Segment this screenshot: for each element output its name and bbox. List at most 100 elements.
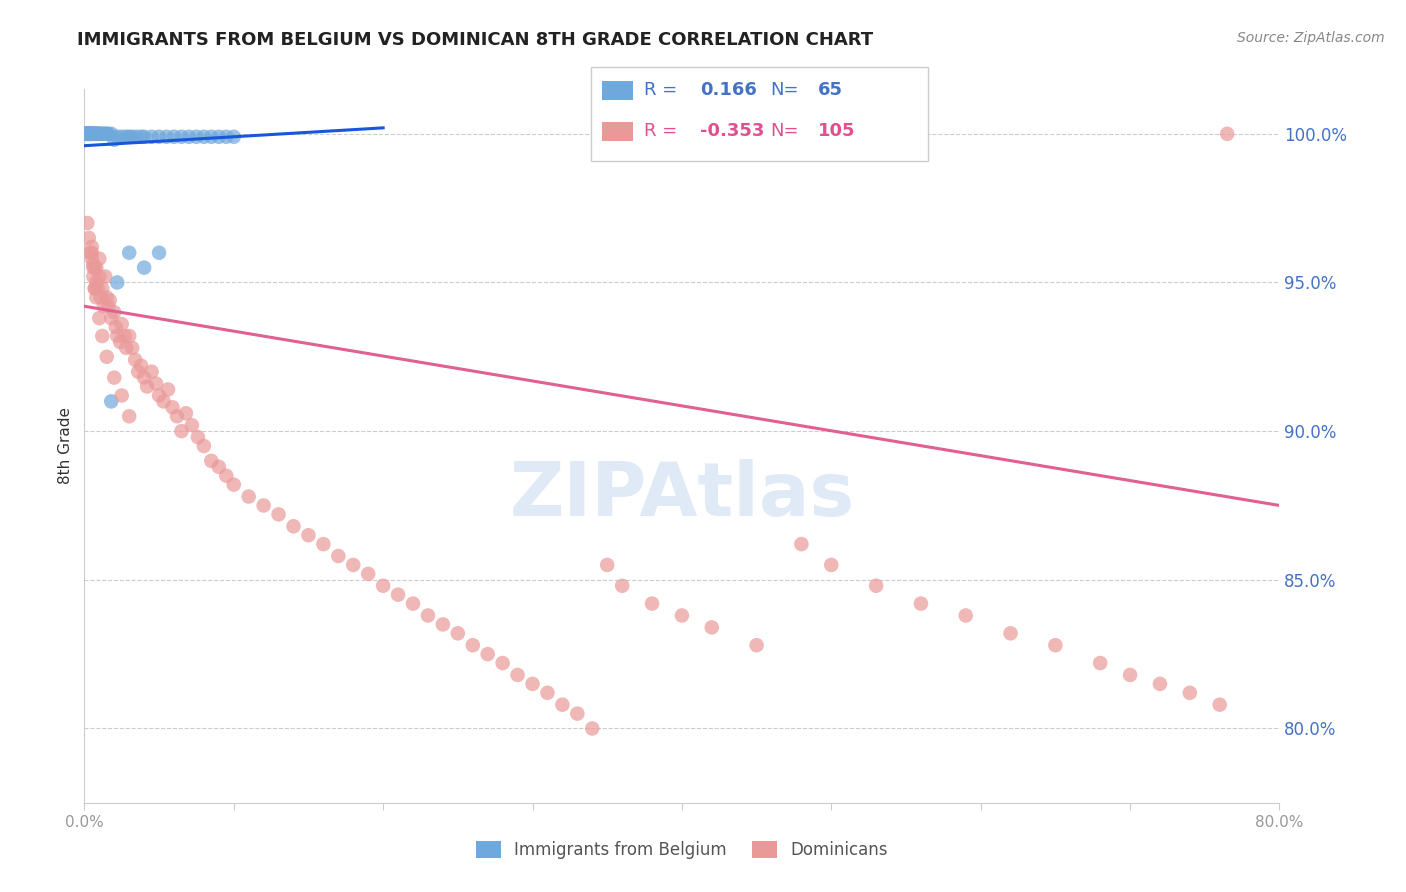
Point — [170, 129, 193, 144]
Point — [200, 129, 222, 144]
Point — [132, 129, 156, 144]
Point — [86, 127, 108, 141]
Point — [80, 127, 103, 141]
Point — [567, 706, 589, 721]
Point — [76, 127, 98, 141]
Point — [148, 245, 170, 260]
Point — [89, 311, 111, 326]
Point — [103, 133, 125, 147]
Point — [80, 240, 103, 254]
Point — [75, 127, 97, 141]
Point — [77, 231, 100, 245]
Point — [97, 299, 120, 313]
Point — [124, 352, 146, 367]
Point — [80, 127, 103, 141]
Point — [83, 127, 105, 141]
Point — [193, 439, 215, 453]
Point — [187, 430, 209, 444]
Point — [121, 129, 143, 144]
Y-axis label: 8th Grade: 8th Grade — [58, 408, 73, 484]
Point — [222, 129, 245, 144]
Point — [297, 528, 319, 542]
Point — [100, 311, 122, 326]
Point — [163, 129, 186, 144]
Point — [94, 127, 117, 141]
Point — [111, 317, 134, 331]
Point — [98, 293, 121, 308]
Point — [105, 329, 128, 343]
Point — [581, 722, 603, 736]
Point — [100, 394, 122, 409]
Point — [80, 245, 103, 260]
Point — [745, 638, 768, 652]
Point — [155, 129, 177, 144]
Point — [103, 305, 125, 319]
Point — [82, 258, 104, 272]
Point — [100, 127, 122, 141]
Point — [96, 290, 118, 304]
Point — [86, 127, 108, 141]
Point — [91, 281, 114, 295]
Text: N=: N= — [770, 80, 799, 98]
Point — [910, 597, 932, 611]
Point — [82, 260, 104, 275]
Point — [208, 459, 231, 474]
Point — [267, 508, 290, 522]
Point — [283, 519, 305, 533]
Point — [477, 647, 499, 661]
Point — [671, 608, 693, 623]
Point — [79, 245, 101, 260]
Point — [177, 129, 200, 144]
Point — [76, 127, 98, 141]
Point — [83, 281, 105, 295]
Point — [387, 588, 409, 602]
Point — [222, 477, 245, 491]
Point — [89, 127, 111, 141]
Point — [79, 127, 101, 141]
Point — [215, 468, 238, 483]
Point — [80, 252, 103, 266]
Point — [110, 334, 132, 349]
Point — [87, 281, 110, 295]
Point — [93, 299, 115, 313]
Point — [1209, 698, 1232, 712]
Point — [77, 127, 100, 141]
Point — [865, 579, 887, 593]
Point — [186, 129, 208, 144]
Point — [111, 388, 134, 402]
Point — [75, 127, 97, 141]
Point — [157, 383, 180, 397]
Point — [82, 127, 104, 141]
Point — [76, 216, 98, 230]
Point — [700, 620, 723, 634]
Point — [148, 388, 170, 402]
Text: -0.353: -0.353 — [700, 122, 765, 140]
Point — [461, 638, 484, 652]
Point — [141, 365, 163, 379]
Point — [447, 626, 470, 640]
Point — [80, 127, 103, 141]
Point — [97, 127, 120, 141]
Point — [86, 290, 108, 304]
Point — [208, 129, 231, 144]
Text: Source: ZipAtlas.com: Source: ZipAtlas.com — [1237, 31, 1385, 45]
Point — [820, 558, 842, 572]
Point — [125, 129, 148, 144]
Point — [118, 329, 141, 343]
Point — [174, 406, 197, 420]
Point — [193, 129, 215, 144]
Point — [105, 276, 128, 290]
Point — [96, 350, 118, 364]
Text: IMMIGRANTS FROM BELGIUM VS DOMINICAN 8TH GRADE CORRELATION CHART: IMMIGRANTS FROM BELGIUM VS DOMINICAN 8TH… — [77, 31, 873, 49]
Point — [312, 537, 335, 551]
Point — [342, 558, 364, 572]
Point — [87, 127, 110, 141]
Text: 65: 65 — [818, 80, 844, 98]
Point — [238, 490, 260, 504]
Point — [79, 127, 101, 141]
Point — [152, 394, 174, 409]
Point — [145, 376, 167, 391]
Point — [82, 127, 104, 141]
Point — [83, 127, 105, 141]
Point — [1045, 638, 1067, 652]
